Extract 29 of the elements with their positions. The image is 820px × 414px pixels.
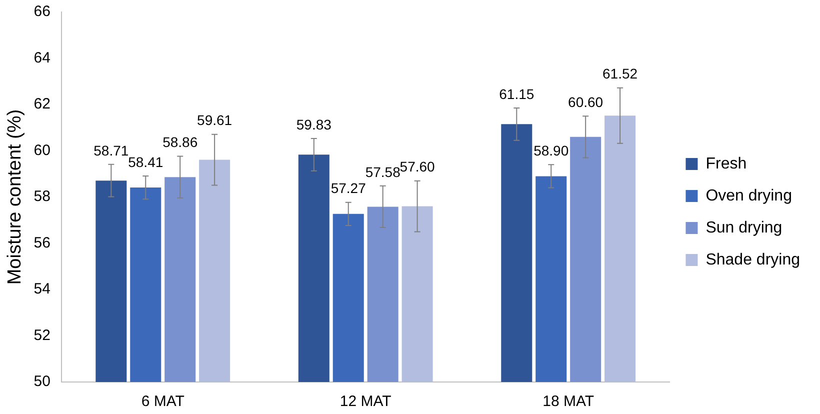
x-tick-label: 18 MAT	[542, 393, 594, 410]
x-tick-label: 6 MAT	[141, 393, 184, 410]
legend-label: Sun drying	[706, 219, 782, 236]
data-label: 61.52	[602, 66, 638, 82]
y-tick-label: 64	[34, 49, 50, 66]
y-tick-label: 56	[34, 234, 50, 252]
data-label: 58.86	[162, 134, 198, 150]
y-tick-label: 50	[34, 373, 50, 390]
data-label: 57.60	[400, 158, 436, 175]
data-label: 59.83	[296, 116, 332, 132]
data-label: 61.15	[499, 86, 534, 102]
legend-label: Fresh	[706, 155, 747, 172]
y-tick-label: 66	[34, 3, 50, 20]
data-label: 58.71	[94, 142, 129, 158]
y-tick-label: 58	[34, 188, 50, 206]
data-label: 58.90	[534, 142, 569, 158]
data-label: 57.27	[330, 180, 366, 196]
legend-label: Shade drying	[706, 251, 800, 268]
data-label: 57.58	[365, 164, 401, 180]
y-axis-title: Moisture content (%)	[4, 109, 26, 285]
y-tick-label: 60	[34, 142, 50, 159]
legend-label: Oven drying	[706, 187, 792, 204]
x-tick-label: 12 MAT	[340, 393, 392, 410]
data-label: 58.41	[128, 154, 164, 170]
y-tick-label: 52	[34, 326, 50, 344]
y-tick-label: 54	[34, 280, 50, 298]
y-tick-label: 62	[34, 96, 50, 113]
data-label: 59.61	[197, 112, 232, 128]
data-label: 60.60	[568, 94, 604, 110]
